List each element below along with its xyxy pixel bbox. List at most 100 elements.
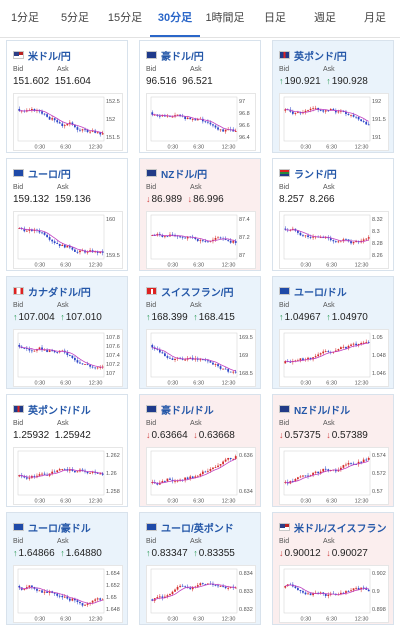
candle-body bbox=[314, 356, 317, 358]
candle-body bbox=[367, 589, 370, 592]
candle-body bbox=[217, 364, 219, 367]
candle-body bbox=[345, 239, 347, 241]
pair-title[interactable]: ユーロ/英ポンド bbox=[146, 520, 234, 535]
candle-body bbox=[209, 122, 212, 125]
candle-body bbox=[360, 119, 363, 121]
rate-card-nzdjpy[interactable]: NZドル/円 Bid Ask ↓86.989 ↓86.996 87.4 87.2 8… bbox=[139, 158, 261, 271]
eu-flag-icon bbox=[279, 287, 290, 295]
y-tick-label: 107.2 bbox=[106, 362, 120, 368]
candle-body bbox=[74, 470, 76, 473]
rate-card-usdchf[interactable]: 米ドル/スイスフラン Bid Ask ↓0.90012 ↓0.90027 0.9… bbox=[272, 512, 394, 625]
candle-body bbox=[43, 232, 46, 235]
x-tick-label: 12:30 bbox=[355, 263, 369, 269]
down-arrow-icon: ↓ bbox=[193, 430, 198, 440]
candle-body bbox=[207, 241, 209, 243]
candlestick-chart: 1.262 1.26 1.258 0:30 6:30 12:30 bbox=[17, 450, 120, 504]
mini-chart[interactable]: 169.5 169 168.5 0:30 6:30 12:30 bbox=[146, 329, 256, 387]
rate-card-audjpy[interactable]: 豪ドル/円 Bid Ask 96.516 96.521 97 96.8 96.6 96… bbox=[139, 40, 261, 153]
pair-title[interactable]: ユーロ/ドル bbox=[279, 284, 347, 299]
candle-body bbox=[25, 477, 28, 479]
tab-1[interactable]: 5分足 bbox=[60, 12, 90, 24]
rate-card-euraud[interactable]: ユーロ/豪ドル Bid Ask ↑1.64866 ↑1.64880 1.654 1… bbox=[6, 512, 128, 625]
pair-title[interactable]: 米ドル/円 bbox=[13, 48, 71, 63]
candle-body bbox=[161, 481, 164, 483]
mini-chart[interactable]: 0.574 0.572 0.57 0:30 6:30 12:30 bbox=[279, 447, 389, 505]
price-row: 1.25932 1.25942 bbox=[13, 430, 91, 441]
pair-title[interactable]: NZドル/円 bbox=[146, 166, 207, 181]
candle-body bbox=[99, 251, 102, 253]
mini-chart[interactable]: 0.902 0.9 0.898 0:30 6:30 12:30 bbox=[279, 565, 389, 623]
rate-card-eurjpy[interactable]: ユーロ/円 Bid Ask 159.132 159.136 160 159.5 0:… bbox=[6, 158, 128, 271]
candle-body bbox=[166, 115, 169, 117]
mini-chart[interactable]: 1.654 1.652 1.65 1.648 0:30 6:30 12:30 bbox=[13, 565, 123, 623]
ask-label: Ask bbox=[57, 302, 69, 309]
rate-card-chfjpy[interactable]: スイスフラン/円 Bid Ask ↑168.399 ↑168.415 169.5… bbox=[139, 276, 261, 389]
tab-3[interactable]: 30分足 bbox=[150, 0, 200, 37]
x-tick-label: 12:30 bbox=[355, 617, 369, 623]
candle-body bbox=[86, 471, 89, 474]
y-tick-label: 97 bbox=[239, 99, 245, 105]
candle-body bbox=[340, 240, 342, 242]
candle-body bbox=[365, 341, 368, 343]
candle-body bbox=[362, 120, 365, 122]
candle-body bbox=[38, 110, 41, 112]
mini-chart[interactable]: 1.05 1.048 1.046 0:30 6:30 12:30 bbox=[279, 329, 389, 387]
pair-title[interactable]: NZドル/ドル bbox=[279, 402, 350, 417]
candle-body bbox=[91, 366, 94, 368]
pair-title[interactable]: ランド/円 bbox=[279, 166, 337, 181]
pair-title[interactable]: カナダドル/円 bbox=[13, 284, 91, 299]
candlestick-chart: 169.5 169 168.5 0:30 6:30 12:30 bbox=[150, 332, 253, 386]
candlestick-chart: 97 96.8 96.6 96.4 0:30 6:30 12:30 bbox=[150, 96, 250, 150]
chart-frame bbox=[17, 96, 105, 142]
pair-title[interactable]: 英ポンド/円 bbox=[279, 48, 347, 63]
tab-6[interactable]: 週足 bbox=[314, 12, 336, 24]
rate-card-gbpusd[interactable]: 英ポンド/ドル Bid Ask 1.25932 1.25942 1.262 1.2… bbox=[6, 394, 128, 507]
mini-chart[interactable]: 107.8 107.6 107.4 107.2 107 0:30 6:30 12:30 bbox=[13, 329, 123, 387]
rate-card-eurusd[interactable]: ユーロ/ドル Bid Ask ↑1.04967 ↑1.04970 1.05 1.0… bbox=[272, 276, 394, 389]
x-tick-label: 0:30 bbox=[35, 617, 46, 623]
x-tick-label: 6:30 bbox=[326, 381, 337, 387]
pair-title[interactable]: ユーロ/円 bbox=[13, 166, 71, 181]
rate-card-cadjpy[interactable]: カナダドル/円 Bid Ask ↑107.004 ↑107.010 107.8 1… bbox=[6, 276, 128, 389]
pair-title[interactable]: 豪ドル/ドル bbox=[146, 402, 214, 417]
rate-card-usdjpy[interactable]: 米ドル/円 Bid Ask 151.602 151.604 152.5 152 15… bbox=[6, 40, 128, 153]
moving-average-line bbox=[285, 342, 369, 363]
rate-card-nzdusd[interactable]: NZドル/ドル Bid Ask ↓0.57375 ↓0.57389 0.574 0… bbox=[272, 394, 394, 507]
rate-card-eurgbp[interactable]: ユーロ/英ポンド Bid Ask ↑0.83347 ↑0.83355 0.834… bbox=[139, 512, 261, 625]
candlestick-chart: 87.4 87.2 87 0:30 6:30 12:30 bbox=[150, 214, 250, 268]
pair-title[interactable]: 豪ドル/円 bbox=[146, 48, 204, 63]
mini-chart[interactable]: 152.5 152 151.5 0:30 6:30 12:30 bbox=[13, 93, 123, 151]
bid-label: Bid bbox=[279, 302, 290, 309]
price-row: ↓0.57375 ↓0.57389 bbox=[279, 430, 368, 441]
tab-2[interactable]: 15分足 bbox=[107, 12, 143, 24]
rate-card-audusd[interactable]: 豪ドル/ドル Bid Ask ↓0.63664 ↓0.63668 0.636 0.… bbox=[139, 394, 261, 507]
candle-body bbox=[340, 110, 342, 112]
candle-body bbox=[355, 343, 357, 346]
candle-body bbox=[156, 483, 159, 485]
ask-label: Ask bbox=[323, 302, 335, 309]
pair-title[interactable]: ユーロ/豪ドル bbox=[13, 520, 91, 535]
mini-chart[interactable]: 0.834 0.833 0.832 0:30 6:30 12:30 bbox=[146, 565, 256, 623]
candle-body bbox=[342, 592, 345, 594]
mini-chart[interactable]: 97 96.8 96.6 96.4 0:30 6:30 12:30 bbox=[146, 93, 256, 151]
bid-value: 0.63664 bbox=[151, 430, 188, 441]
rate-card-zarjpy[interactable]: ランド/円 Bid Ask 8.257 8.266 8.32 8.3 8.28 8.2… bbox=[272, 158, 394, 271]
pair-title[interactable]: スイスフラン/円 bbox=[146, 284, 233, 299]
mini-chart[interactable]: 192 191.5 191 0:30 6:30 12:30 bbox=[279, 93, 389, 151]
tab-4[interactable]: 1時間足 bbox=[205, 12, 245, 24]
tab-5[interactable]: 日足 bbox=[264, 12, 286, 24]
mini-chart[interactable]: 160 159.5 0:30 6:30 12:30 bbox=[13, 211, 123, 269]
mini-chart[interactable]: 0.636 0.634 0:30 6:30 12:30 bbox=[146, 447, 256, 505]
bid-label: Bid bbox=[146, 302, 157, 309]
moving-average-line bbox=[152, 583, 236, 602]
mini-chart[interactable]: 1.262 1.26 1.258 0:30 6:30 12:30 bbox=[13, 447, 123, 505]
mini-chart[interactable]: 8.32 8.3 8.28 8.26 0:30 6:30 12:30 bbox=[279, 211, 389, 269]
tab-7[interactable]: 月足 bbox=[364, 12, 386, 24]
x-tick-label: 6:30 bbox=[60, 617, 71, 623]
rate-card-gbpjpy[interactable]: 英ポンド/円 Bid Ask ↑190.921 ↑190.928 192 191.… bbox=[272, 40, 394, 153]
pair-title[interactable]: 英ポンド/ドル bbox=[13, 402, 91, 417]
mini-chart[interactable]: 87.4 87.2 87 0:30 6:30 12:30 bbox=[146, 211, 256, 269]
pair-title[interactable]: 米ドル/スイスフラン bbox=[279, 520, 386, 535]
candle-body bbox=[76, 127, 79, 130]
tab-0[interactable]: 1分足 bbox=[10, 12, 40, 24]
